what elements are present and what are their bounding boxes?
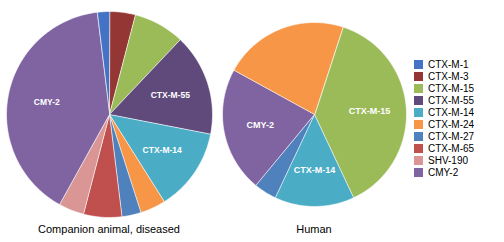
html-text:CTX-M-55: CTX-M-55 xyxy=(428,94,475,106)
html-text:CTX-M-15: CTX-M-15 xyxy=(428,82,475,94)
svg-text:CTX-M-14: CTX-M-14 xyxy=(143,145,182,155)
html-text:CTX-M-24: CTX-M-24 xyxy=(428,118,475,130)
html-text:CTX-M-65: CTX-M-65 xyxy=(428,142,475,154)
html-text:SHV-190: SHV-190 xyxy=(428,154,468,166)
html-text:Human: Human xyxy=(296,223,332,235)
svg-text:CMY-2: CMY-2 xyxy=(34,97,60,107)
svg-text:CMY-2: CMY-2 xyxy=(247,120,275,130)
html-text:Companion animal, diseased: Companion animal, diseased xyxy=(38,223,180,235)
html-text:CTX-M-3: CTX-M-3 xyxy=(428,70,469,82)
svg-text:CTX-M-55: CTX-M-55 xyxy=(151,90,190,100)
svg-text:CTX-M-14: CTX-M-14 xyxy=(294,165,336,175)
html-text:CMY-2: CMY-2 xyxy=(428,166,459,178)
html-text:CTX-M-27: CTX-M-27 xyxy=(428,130,475,142)
svg-text:CTX-M-15: CTX-M-15 xyxy=(349,106,391,116)
html-text:CTX-M-1: CTX-M-1 xyxy=(428,58,469,70)
html-text:CTX-M-14: CTX-M-14 xyxy=(428,106,475,118)
